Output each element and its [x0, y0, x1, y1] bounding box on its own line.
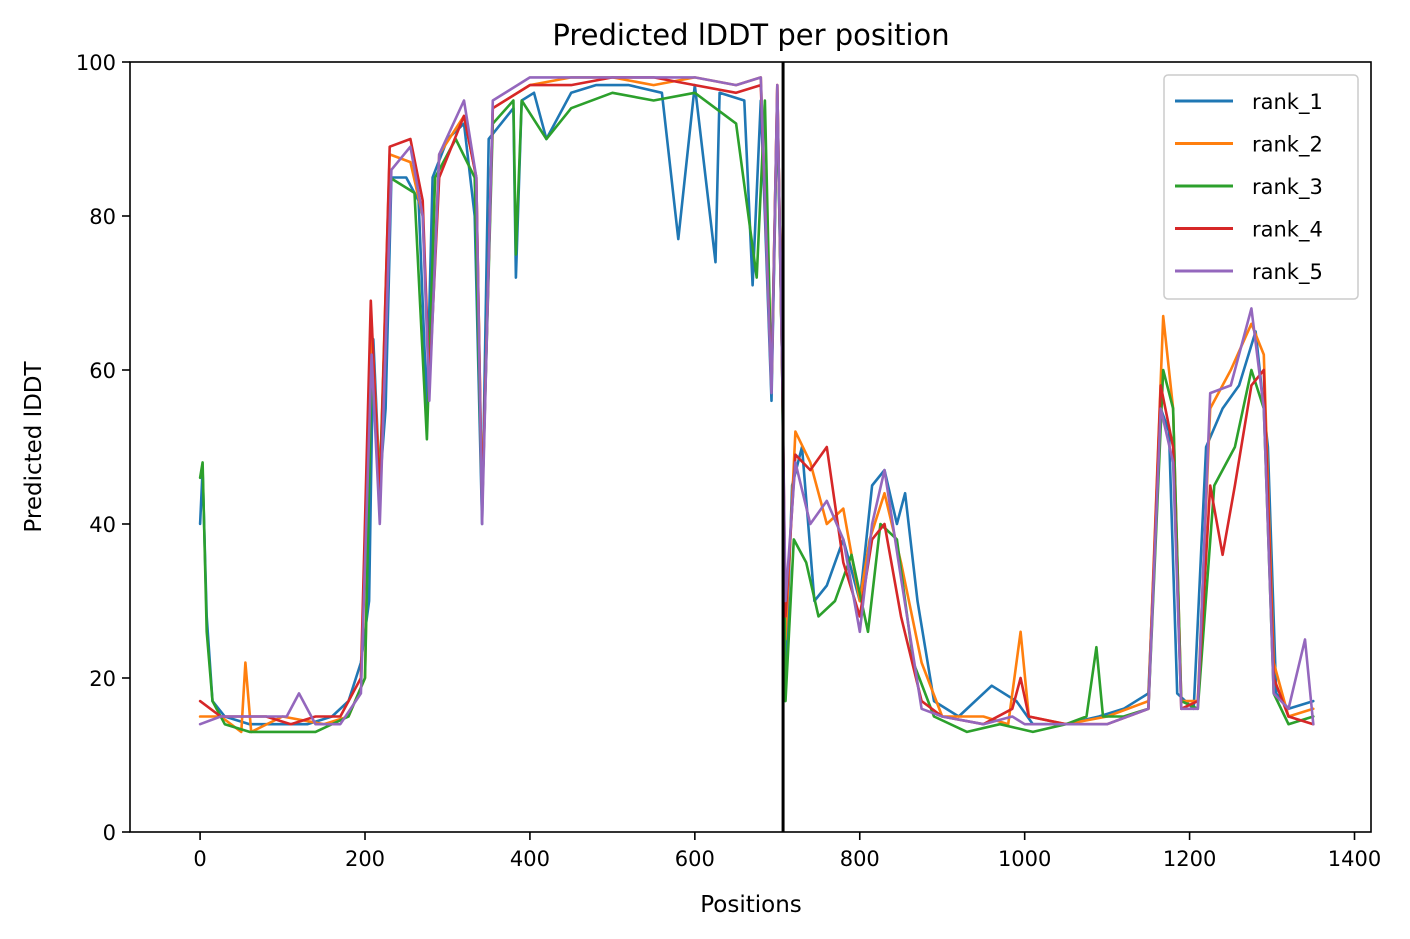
y-tick-label: 60 — [89, 359, 116, 383]
x-tick-label: 1400 — [1328, 847, 1381, 871]
legend-label-rank-5: rank_5 — [1252, 260, 1323, 285]
x-tick-label: 1000 — [998, 847, 1051, 871]
y-axis: 0 20 40 60 80 100 — [76, 51, 130, 845]
x-axis: 0 200 400 600 800 1000 1200 1400 — [193, 832, 1381, 871]
y-tick-label: 0 — [103, 821, 116, 845]
y-tick-label: 40 — [89, 513, 116, 537]
legend-label-rank-4: rank_4 — [1252, 218, 1323, 243]
x-axis-label: Positions — [700, 892, 802, 918]
y-tick-label: 100 — [76, 51, 116, 75]
chart-title: Predicted lDDT per position — [552, 18, 949, 52]
legend-label-rank-3: rank_3 — [1252, 175, 1323, 200]
x-tick-label: 400 — [510, 847, 550, 871]
x-tick-label: 800 — [840, 847, 880, 871]
plot-border — [129, 61, 1372, 833]
legend-box — [1163, 74, 1359, 300]
x-tick-label: 0 — [193, 847, 206, 871]
legend: rank_1 rank_2 rank_3 rank_4 rank_5 — [1163, 74, 1359, 300]
y-tick-label: 20 — [89, 667, 116, 691]
y-axis-label: Predicted lDDT — [21, 360, 47, 532]
legend-label-rank-1: rank_1 — [1252, 90, 1323, 115]
y-tick-label: 80 — [89, 205, 116, 229]
x-tick-label: 200 — [345, 847, 385, 871]
legend-items: rank_1 rank_2 rank_3 rank_4 rank_5 — [1175, 90, 1323, 285]
x-tick-label: 600 — [675, 847, 715, 871]
legend-label-rank-2: rank_2 — [1252, 133, 1323, 158]
x-tick-label: 1200 — [1163, 847, 1216, 871]
